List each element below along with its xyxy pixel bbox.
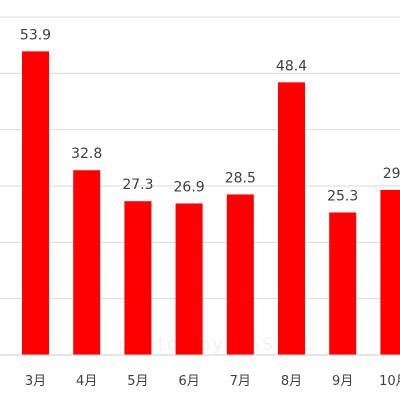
bar-1 (22, 51, 49, 355)
data-label-2: 32.8 (71, 146, 102, 162)
x-tick-label-7: 9月 (332, 374, 353, 389)
x-tick-label-6: 8月 (281, 374, 302, 389)
bar-4 (175, 203, 203, 355)
bars (22, 51, 400, 355)
data-label-5: 28.5 (225, 170, 256, 186)
data-label-8: 29. (383, 166, 400, 182)
x-tick-label-5: 7月 (230, 374, 251, 389)
data-label-6: 48.4 (276, 58, 307, 74)
bar-3 (124, 201, 152, 355)
x-tick-label-8: 10月 (379, 374, 400, 389)
bar-8 (380, 189, 400, 355)
data-labels: 53.9 32.8 27.3 26.9 28.5 48.4 25.3 29. (20, 27, 400, 204)
bar-6 (278, 82, 305, 355)
x-tick-label-1: 3月 (25, 374, 46, 389)
data-label-4: 26.9 (174, 179, 205, 195)
data-label-1: 53.9 (20, 27, 51, 43)
x-tick-label-4: 6月 (178, 374, 199, 389)
bar-2 (73, 170, 101, 355)
data-label-3: 27.3 (122, 177, 153, 193)
watermark: photos by CASTEL (118, 334, 314, 355)
bar-7 (329, 212, 357, 355)
bar-5 (226, 194, 254, 355)
x-tick-label-2: 4月 (76, 374, 97, 389)
x-tick-label-3: 5月 (127, 374, 148, 389)
data-label-7: 25.3 (327, 188, 358, 204)
x-tick-labels: 3月 4月 5月 6月 7月 8月 9月 10月 (25, 374, 400, 389)
